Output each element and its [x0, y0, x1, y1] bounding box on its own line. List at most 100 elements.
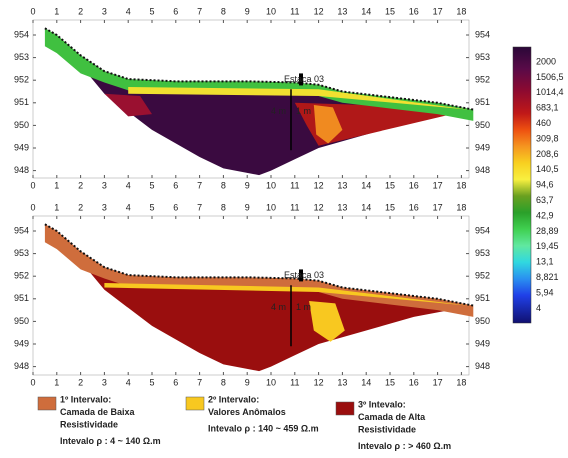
- x-tick-label: 15: [385, 180, 395, 190]
- x-tick-label: 7: [197, 377, 202, 387]
- x-tick-label: 9: [245, 377, 250, 387]
- x-tick-label: 14: [361, 377, 371, 387]
- x-tick-label: 9: [245, 202, 250, 212]
- x-tick-label: 0: [30, 377, 35, 387]
- x-tick-label: 9: [245, 6, 250, 16]
- y-tick-label: 948: [14, 165, 29, 175]
- y-tick-label: 952: [14, 75, 29, 85]
- x-tick-label: 14: [361, 180, 371, 190]
- x-tick-label: 18: [456, 202, 466, 212]
- x-tick-label: 14: [361, 6, 371, 16]
- y-tick-label: 953: [14, 248, 29, 258]
- y-tick-label: 950: [475, 120, 490, 130]
- x-tick-label: 10: [266, 180, 276, 190]
- x-tick-label: 6: [173, 202, 178, 212]
- x-tick-label: 18: [456, 180, 466, 190]
- x-tick-label: 13: [337, 180, 347, 190]
- x-tick-label: 2: [78, 180, 83, 190]
- red-zone: [104, 93, 152, 117]
- x-tick-label: 5: [149, 377, 154, 387]
- x-tick-label: 16: [409, 377, 419, 387]
- legend-swatch: [335, 401, 355, 416]
- colorbar-label: 5,94: [536, 287, 554, 297]
- colorbar-label: 42,9: [536, 210, 554, 220]
- x-tick-label: 1: [54, 202, 59, 212]
- legend-text: Intevalo ρ : 140 ~ 459 Ω.m: [208, 423, 319, 433]
- x-tick-label: 2: [78, 377, 83, 387]
- annotation: 4 m: [271, 106, 286, 116]
- x-tick-label: 13: [337, 202, 347, 212]
- x-tick-label: 4: [126, 180, 131, 190]
- x-tick-label: 17: [433, 6, 443, 16]
- annotation: Estaca 03: [284, 270, 324, 280]
- x-tick-label: 14: [361, 202, 371, 212]
- y-tick-label: 951: [14, 97, 29, 107]
- x-tick-label: 16: [409, 6, 419, 16]
- x-tick-label: 6: [173, 377, 178, 387]
- x-tick-label: 11: [290, 377, 299, 387]
- x-tick-label: 7: [197, 6, 202, 16]
- x-tick-label: 10: [266, 6, 276, 16]
- x-tick-label: 12: [314, 6, 324, 16]
- x-tick-label: 4: [126, 6, 131, 16]
- legend-swatch: [37, 396, 57, 411]
- y-tick-label: 950: [14, 316, 29, 326]
- x-tick-label: 5: [149, 6, 154, 16]
- y-tick-label: 954: [14, 29, 29, 39]
- annotation: 4 m: [271, 302, 286, 312]
- x-tick-label: 7: [197, 180, 202, 190]
- legend-text: Camada de Alta: [358, 412, 426, 422]
- x-tick-label: 6: [173, 6, 178, 16]
- colorbar-label: 63,7: [536, 195, 554, 205]
- yellow-zone: [104, 282, 469, 306]
- surface-layer: [128, 86, 469, 110]
- x-tick-label: 8: [221, 202, 226, 212]
- x-tick-label: 3: [102, 202, 107, 212]
- surface-electrodes: [44, 223, 474, 307]
- y-tick-label: 949: [14, 142, 29, 152]
- orange-zone: [313, 105, 343, 144]
- x-tick-label: 16: [409, 202, 419, 212]
- legend-text: Camada de Baixa: [60, 407, 136, 417]
- y-tick-label: 951: [14, 293, 29, 303]
- x-tick-label: 13: [337, 6, 347, 16]
- x-tick-label: 8: [221, 6, 226, 16]
- x-tick-label: 2: [78, 202, 83, 212]
- x-tick-label: 17: [433, 202, 443, 212]
- deep-zone: [44, 224, 474, 372]
- y-tick-label: 950: [475, 316, 490, 326]
- y-tick-label: 953: [14, 52, 29, 62]
- x-tick-label: 18: [456, 6, 466, 16]
- y-tick-label: 950: [14, 120, 29, 130]
- y-tick-label: 954: [475, 29, 490, 39]
- borehole-marker: [299, 269, 303, 282]
- legend-text: Intevalo ρ : > 460 Ω.m: [358, 441, 451, 451]
- y-tick-label: 952: [14, 271, 29, 281]
- colorbar-label: 208,6: [536, 149, 559, 159]
- x-tick-label: 3: [102, 377, 107, 387]
- colorbar: [512, 46, 532, 324]
- x-tick-label: 1: [54, 6, 59, 16]
- colorbar-label: 13,1: [536, 257, 554, 267]
- x-tick-label: 11: [290, 202, 299, 212]
- x-tick-label: 15: [385, 377, 395, 387]
- colorbar-label: 2000: [536, 56, 556, 66]
- y-tick-label: 952: [475, 75, 490, 85]
- colorbar-label: 309,8: [536, 133, 559, 143]
- colorbar-label: 140,5: [536, 164, 559, 174]
- legend-text: 1º Intervalo:: [60, 394, 111, 404]
- x-tick-label: 17: [433, 377, 443, 387]
- x-tick-label: 12: [314, 180, 324, 190]
- x-tick-label: 0: [30, 180, 35, 190]
- x-tick-label: 12: [314, 202, 324, 212]
- annotation: Estaca 03: [284, 74, 324, 84]
- x-tick-label: 5: [149, 202, 154, 212]
- colorbar-label: 19,45: [536, 241, 559, 251]
- frame: [32, 19, 470, 179]
- y-tick-label: 949: [475, 338, 490, 348]
- x-tick-label: 10: [266, 202, 276, 212]
- y-tick-label: 954: [475, 225, 490, 235]
- x-tick-label: 17: [433, 180, 443, 190]
